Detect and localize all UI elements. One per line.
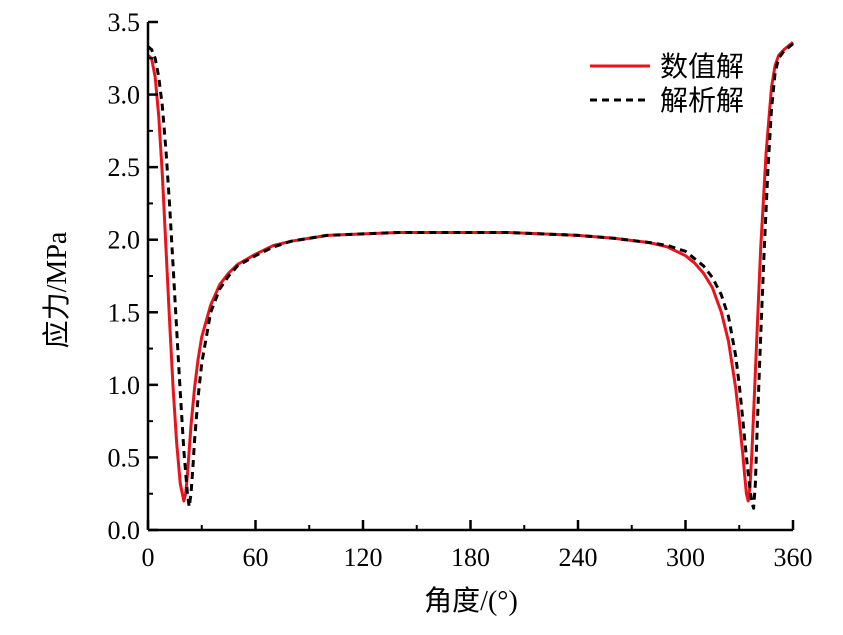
x-tick-label: 0 [142, 543, 155, 572]
y-tick-label: 0.0 [108, 516, 141, 545]
y-tick-label: 2.5 [108, 153, 141, 182]
y-tick-label: 1.5 [108, 298, 141, 327]
y-tick-label: 3.5 [108, 8, 141, 37]
y-tick-label: 3.0 [108, 81, 141, 110]
x-ticks: 0 60 120 180 240 300 360 [142, 520, 813, 572]
y-ticks: 0.0 0.5 1.0 1.5 2.0 2.5 3.0 3.5 [108, 8, 158, 545]
x-tick-label: 60 [243, 543, 269, 572]
plot-lines [147, 41, 794, 510]
legend-label: 数值解 [660, 51, 744, 83]
x-tick-label: 120 [344, 543, 383, 572]
x-tick-label: 300 [666, 543, 705, 572]
y-tick-label: 1.0 [108, 371, 141, 400]
axes: 0 60 120 180 240 300 360 0.0 0.5 1.0 1.5 2.0 2.5 3.0… [108, 8, 813, 572]
x-tick-label: 240 [559, 543, 598, 572]
x-tick-label: 180 [451, 543, 490, 572]
y-tick-label: 2.0 [108, 226, 141, 255]
legend-label: 解析解 [660, 85, 744, 117]
x-axis-label: 角度/(°) [424, 585, 518, 617]
y-tick-label: 0.5 [108, 443, 141, 472]
x-tick-label: 360 [774, 543, 813, 572]
y-axis-label: 应力/MPa [41, 231, 73, 348]
series-line-2 [147, 42, 794, 510]
